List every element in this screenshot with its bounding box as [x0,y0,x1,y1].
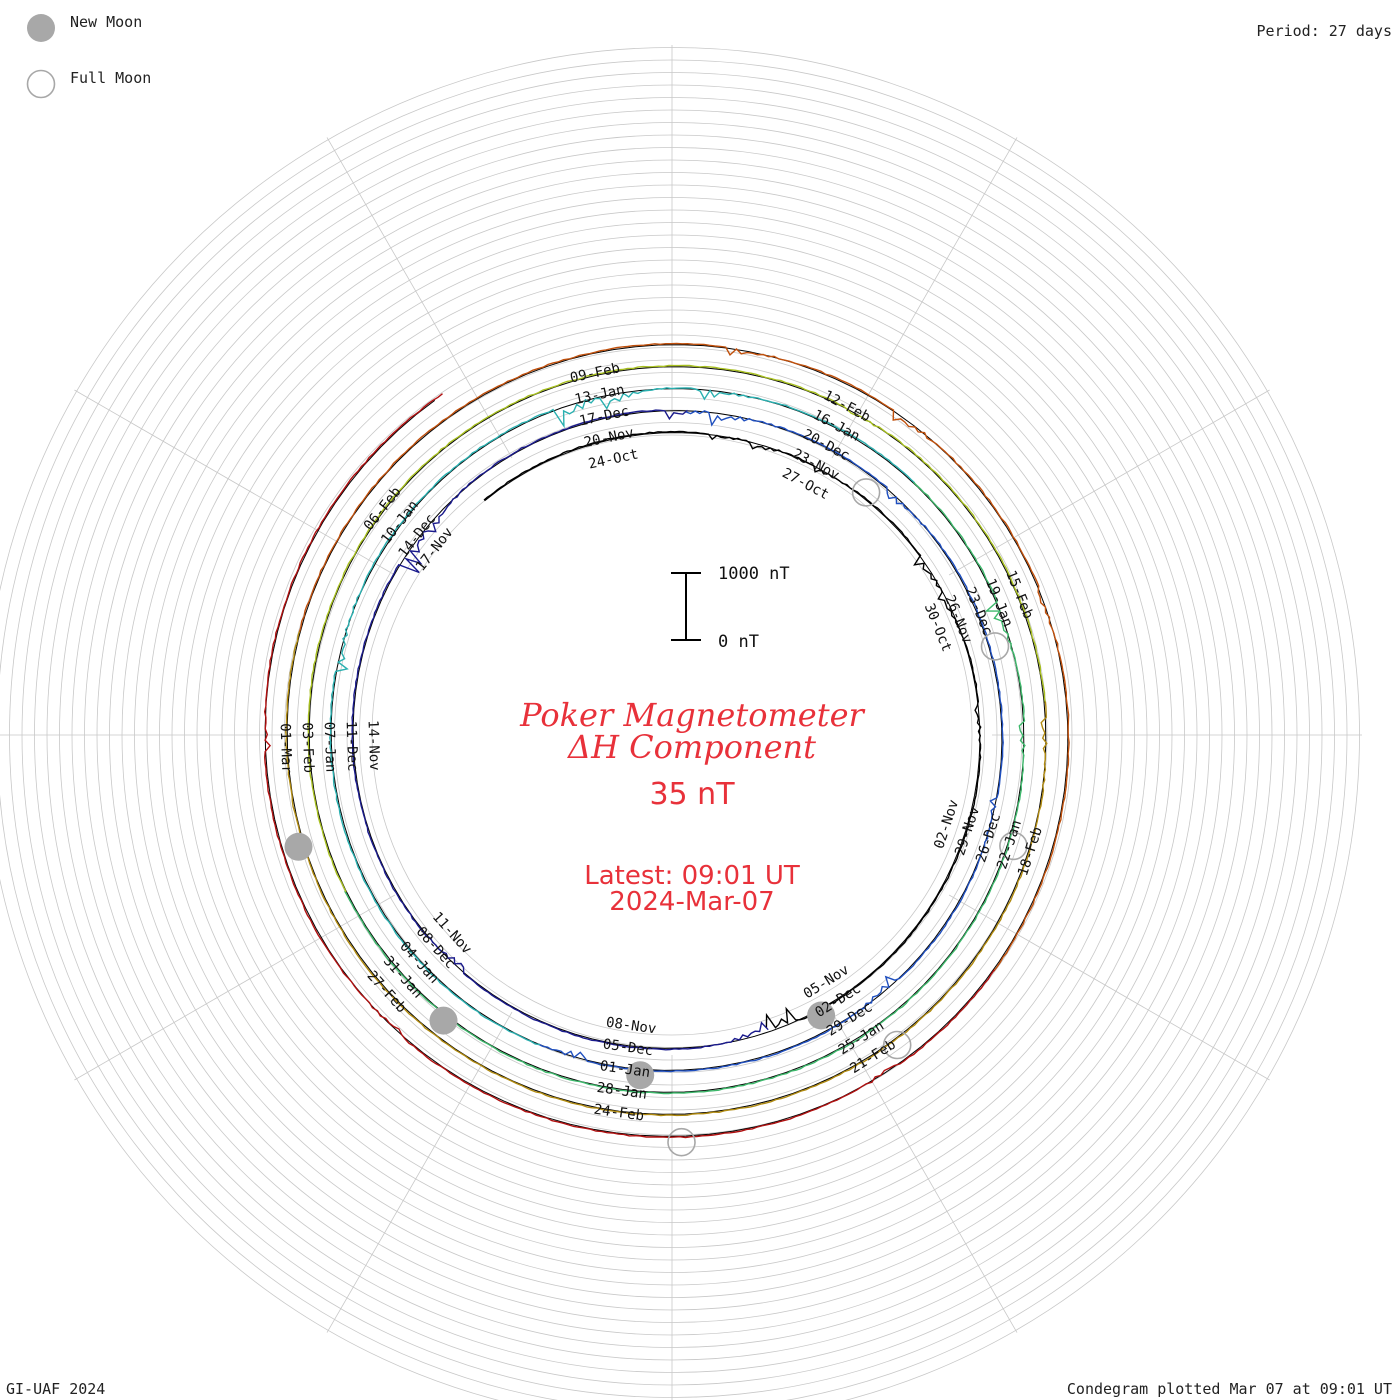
new-moon-marker [284,832,313,861]
trace-segment [263,393,995,1139]
trace-segment [298,342,1070,972]
date-label: 05-Dec [602,1036,654,1059]
grid-spoke [74,389,396,576]
new-moon-marker [807,1001,836,1030]
full-moon-marker [882,1030,912,1060]
trace-segment [538,410,1004,1073]
new-moon-marker [626,1061,655,1090]
latest-date: 2024-Mar-07 [609,887,774,917]
grid-ring [359,422,985,1048]
full-moon-marker [851,478,881,507]
trace-segment [344,481,1026,1095]
new-moon-icon [27,14,55,42]
new-moon-marker [429,1006,458,1035]
chart-subtitle: ΔH Component [566,728,816,766]
grid-ring [371,434,973,1036]
trace-segment [351,409,769,1051]
credit-label: GI-UAF 2024 [6,1380,106,1398]
trace-segment [307,364,1047,893]
grid-spoke [948,894,1270,1081]
chart-title: Poker Magnetometer [519,696,865,734]
grid-spoke [74,894,396,1081]
plotted-timestamp: Condegram plotted Mar 07 at 09:01 UT [1066,1380,1392,1398]
full-moon-icon [26,69,56,99]
scale-bar-top-label: 1000 nT [718,564,790,584]
latest-time: Latest: 09:01 UT [584,861,800,891]
day-spokes [0,45,1362,1400]
date-label: 13-Jan [573,382,626,408]
full-moon-marker [980,632,1010,661]
grid-spoke [326,137,513,459]
date-label: 01-Jan [599,1058,651,1081]
new-moon-label: New Moon [70,13,142,31]
trace-segment [483,430,982,1029]
scale-bar-bottom-label: 0 nT [718,632,759,652]
current-value: 35 nT [649,777,735,812]
full-moon-marker [667,1127,696,1157]
date-label: 24-Feb [593,1102,645,1125]
date-label: 14-Nov [365,720,383,771]
scale-bar: 1000 nT 0 nT [671,564,790,652]
date-label: 11-Dec [343,721,361,772]
full-moon-label: Full Moon [70,69,151,87]
date-label: 17-Dec [578,403,631,429]
date-label: 20-Nov [583,425,636,451]
trace-segment [329,387,916,1046]
moon-phase-markers [284,478,1028,1157]
grid-spoke [948,389,1270,576]
date-label: 24-Oct [587,446,640,472]
date-label: 09-Feb [569,360,622,386]
grid-spoke [831,1011,1018,1333]
date-label: 01-Mar [277,723,295,774]
date-label: 08-Nov [605,1015,657,1038]
grid-spoke [831,137,1018,459]
period-label: Period: 27 days [1256,22,1392,40]
date-label: 28-Jan [596,1080,648,1103]
date-label: 03-Feb [299,722,317,773]
date-label: 07-Jan [321,721,339,772]
full-moon-marker [999,831,1028,861]
grid-spoke [326,1011,513,1333]
